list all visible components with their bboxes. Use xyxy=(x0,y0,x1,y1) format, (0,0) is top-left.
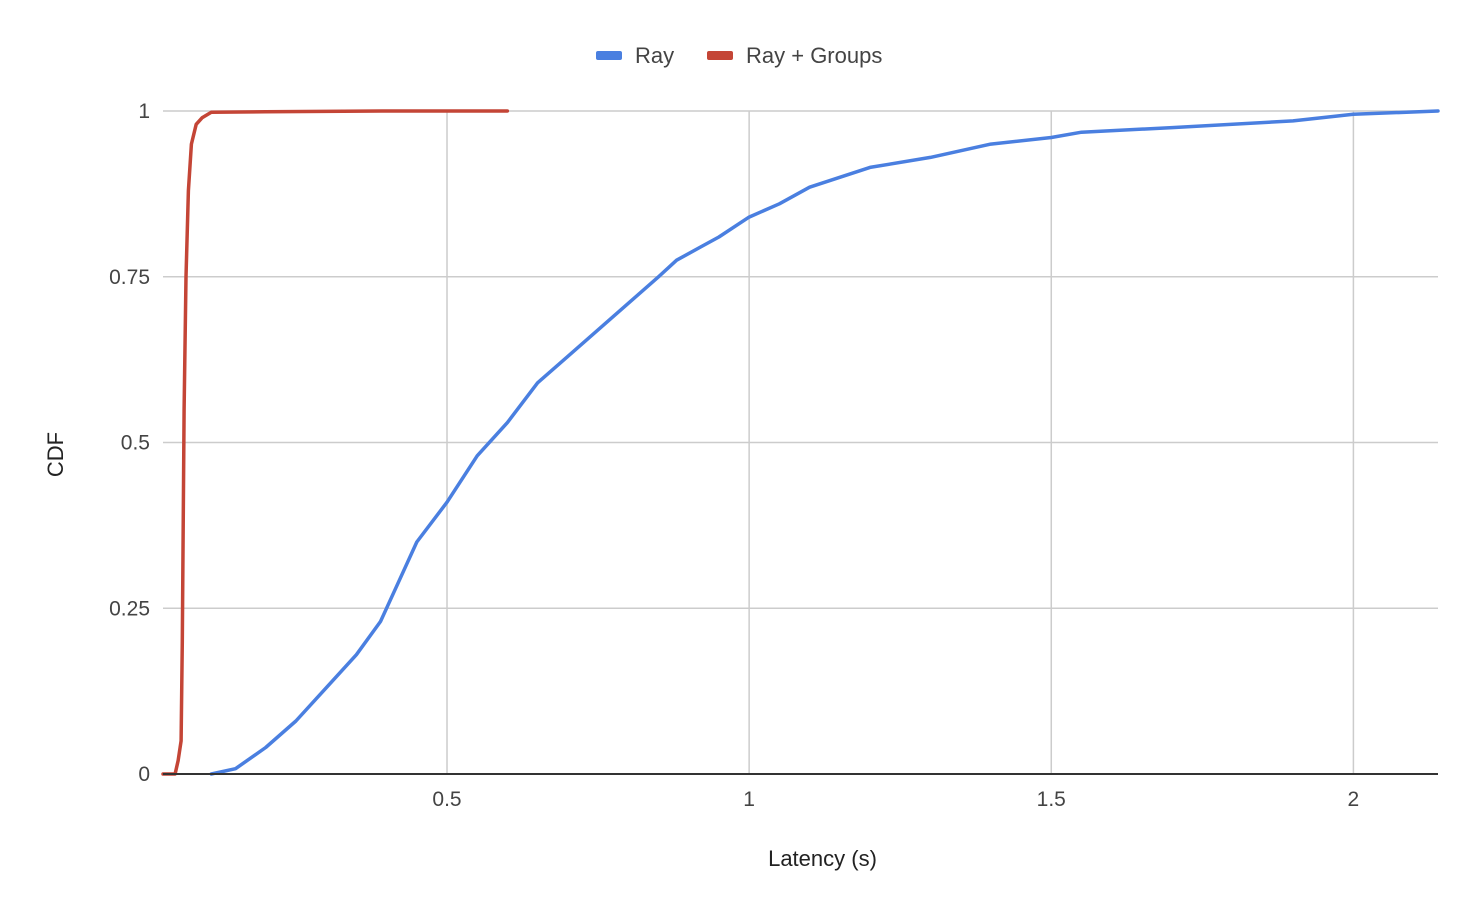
x-tick-label: 0.5 xyxy=(432,788,461,811)
x-tick-label: 1.5 xyxy=(1037,788,1066,811)
legend: Ray Ray + Groups xyxy=(596,43,882,68)
series-line-ray-groups xyxy=(161,109,510,776)
y-tick-label: 0.5 xyxy=(121,432,150,455)
x-tick-label: 2 xyxy=(1348,788,1360,811)
legend-swatch xyxy=(596,51,622,60)
x-tick-label: 1 xyxy=(743,788,755,811)
y-axis-title: CDF xyxy=(43,432,68,477)
series-line-ray xyxy=(209,109,1440,776)
x-axis-title: Latency (s) xyxy=(768,846,877,871)
y-tick-label: 1 xyxy=(138,100,150,123)
legend-label: Ray + Groups xyxy=(746,43,882,68)
y-tick-label: 0 xyxy=(138,763,150,786)
series-group xyxy=(161,109,1440,776)
legend-swatch xyxy=(707,51,733,60)
gridlines xyxy=(163,110,1438,774)
legend-label: Ray xyxy=(635,43,674,68)
y-tick-label: 0.25 xyxy=(109,597,150,620)
axes: 0 0.25 0.5 0.75 1 0.5 1 1.5 2 Latency (s) CDF xyxy=(43,100,1438,871)
y-tick-label: 0.75 xyxy=(109,266,150,289)
